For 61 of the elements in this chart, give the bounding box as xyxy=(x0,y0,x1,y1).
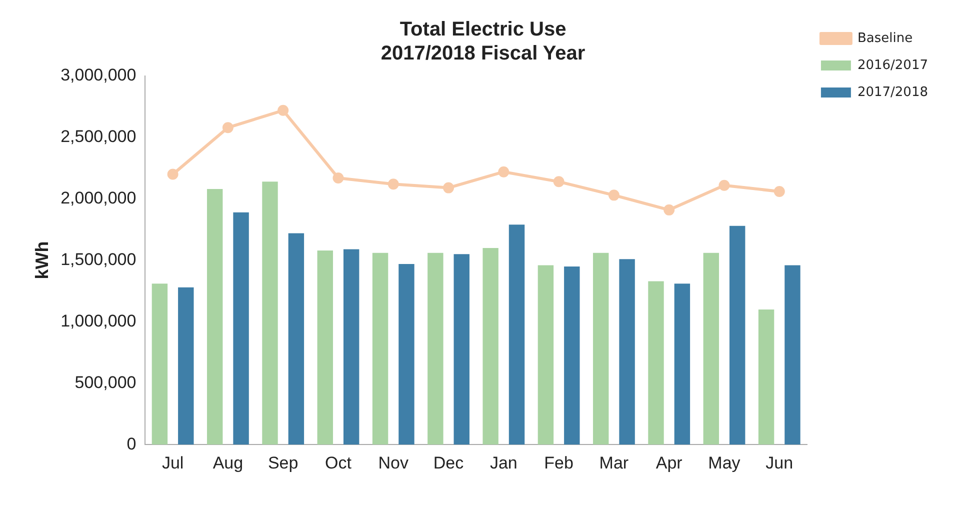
y-tick-label: 3,000,000 xyxy=(60,66,136,85)
point xyxy=(332,172,344,184)
legend-label: 2016/2017 xyxy=(857,58,928,73)
bar xyxy=(729,226,746,445)
bar xyxy=(703,252,719,445)
legend-label: 2017/2018 xyxy=(857,84,928,100)
y-tick-label: 2,000,000 xyxy=(60,188,136,208)
point xyxy=(664,204,675,216)
legend-label: Baseline xyxy=(857,30,913,46)
x-tick-label: Sep xyxy=(268,453,298,472)
point xyxy=(278,104,289,116)
x-tick-label: Oct xyxy=(325,453,352,472)
x-tick-label: May xyxy=(708,453,741,472)
bar xyxy=(233,212,249,445)
bar xyxy=(152,284,168,445)
bar xyxy=(784,265,800,445)
x-tick-label: Aug xyxy=(212,453,244,472)
bar xyxy=(482,248,498,445)
point xyxy=(443,182,454,194)
y-tick-label: 500,000 xyxy=(74,372,136,392)
bar xyxy=(288,233,304,445)
y-tick-label: 0 xyxy=(126,434,136,454)
point xyxy=(498,166,510,178)
point xyxy=(167,168,178,180)
x-tick-label: Mar xyxy=(599,453,629,472)
bar xyxy=(178,287,194,445)
point xyxy=(388,178,399,190)
bar xyxy=(343,249,360,445)
x-tick-label: Dec xyxy=(433,453,464,472)
point xyxy=(718,180,730,191)
text: 2017/2018 Fiscal Year xyxy=(380,42,586,65)
bar xyxy=(454,254,470,445)
bar xyxy=(206,189,223,445)
bar xyxy=(674,284,690,445)
bar xyxy=(564,266,580,445)
bar xyxy=(619,259,635,445)
bar xyxy=(317,250,333,445)
y-axis-title: kWh xyxy=(32,241,52,280)
x-tick-label: Jun xyxy=(766,453,794,472)
bar xyxy=(372,252,388,445)
bar xyxy=(398,264,414,445)
point xyxy=(553,176,564,188)
y-tick-label: 1,500,000 xyxy=(60,250,136,269)
x-tick-label: Feb xyxy=(544,453,574,472)
bar xyxy=(538,265,554,445)
bar xyxy=(648,281,664,445)
y-tick-label: 1,000,000 xyxy=(60,311,136,330)
bar xyxy=(428,252,444,445)
point xyxy=(608,190,620,201)
point xyxy=(774,186,785,197)
point xyxy=(222,122,234,134)
bar xyxy=(758,309,774,445)
x-tick-label: Jan xyxy=(490,453,518,472)
x-tick-label: Nov xyxy=(378,453,409,472)
y-tick-label: 2,500,000 xyxy=(60,127,136,146)
x-tick-label: Jul xyxy=(162,453,184,472)
bar xyxy=(592,252,609,445)
x-tick-label: Apr xyxy=(656,453,683,472)
bar xyxy=(262,182,278,445)
bar xyxy=(508,224,525,445)
text: Total Electric Use xyxy=(400,18,566,41)
